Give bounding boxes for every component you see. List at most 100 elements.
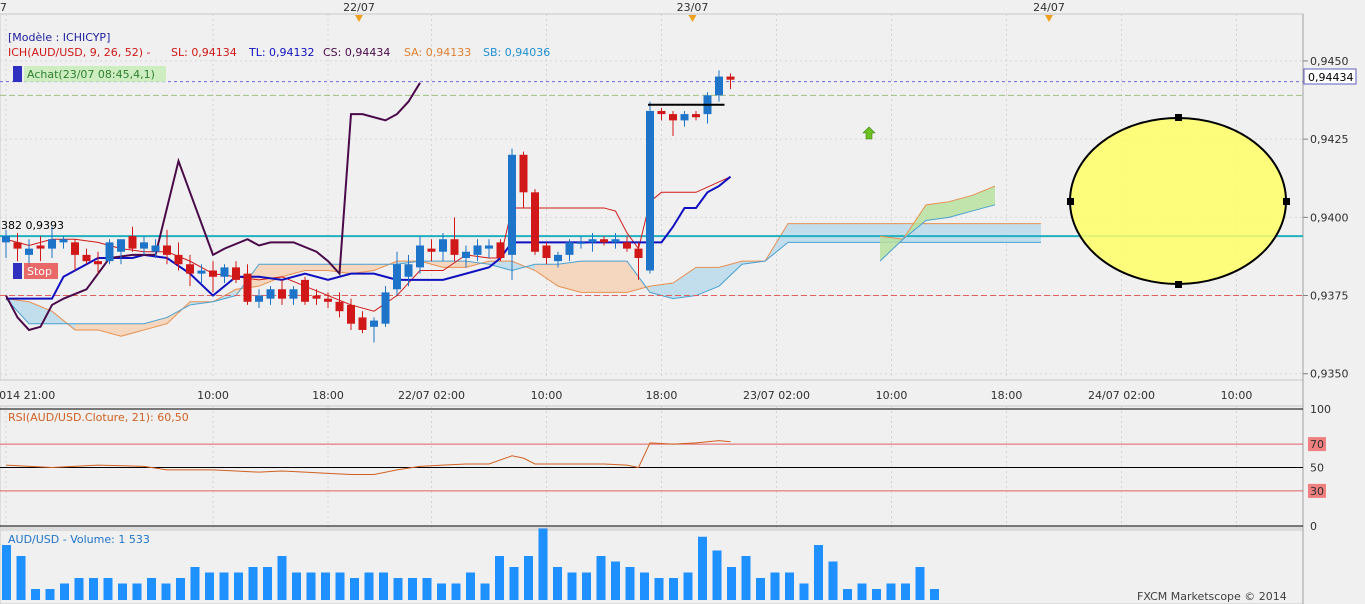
volume-bar[interactable] [625,567,635,600]
candle-body[interactable] [71,242,79,255]
volume-bar[interactable] [74,578,84,600]
volume-bar[interactable] [219,572,229,601]
volume-bar[interactable] [785,572,794,601]
volume-bar[interactable] [930,589,939,600]
volume-bar[interactable] [538,528,548,601]
volume-bar[interactable] [190,567,200,600]
candle-body[interactable] [669,114,677,121]
volume-bar[interactable] [640,572,649,601]
volume-bar[interactable] [60,583,69,601]
volume-bar[interactable] [205,572,214,601]
volume-bar[interactable] [161,583,171,601]
candle-body[interactable] [404,264,413,277]
volume-bar[interactable] [698,536,707,600]
candle-body[interactable] [335,301,344,312]
volume-bar[interactable] [103,578,113,600]
candle-body[interactable] [611,239,620,243]
candle-body[interactable] [94,261,102,265]
volume-bar[interactable] [669,578,678,600]
candle-body[interactable] [59,239,68,243]
candle-body[interactable] [128,236,137,249]
volume-bar[interactable] [292,572,301,601]
candle-body[interactable] [186,264,194,274]
candle-body[interactable] [140,242,148,249]
candle-body[interactable] [554,254,562,262]
candle-body[interactable] [726,76,735,80]
volume-bar[interactable] [321,572,330,601]
volume-bar[interactable] [451,583,461,601]
candle-body[interactable] [416,245,424,268]
candle-body[interactable] [600,239,608,243]
volume-bar[interactable] [843,589,852,600]
ellipse-handle-right[interactable] [1283,198,1290,205]
volume-bar[interactable] [176,578,185,600]
volume-bar[interactable] [147,578,156,600]
volume-bar[interactable] [770,572,780,601]
date-marker-icon[interactable] [1045,15,1053,22]
candle-body[interactable] [381,292,390,324]
volume-bar[interactable] [495,556,504,600]
volume-bar[interactable] [886,583,896,601]
candle-body[interactable] [358,317,367,330]
candle-body[interactable] [105,242,114,262]
candle-body[interactable] [255,295,263,302]
volume-bar[interactable] [509,567,519,600]
candle-body[interactable] [174,254,183,265]
candle-body[interactable] [473,245,482,255]
candle-body[interactable] [48,239,56,249]
candle-body[interactable] [36,245,45,249]
candle-body[interactable] [289,289,298,299]
candle-body[interactable] [220,267,229,277]
volume-bar[interactable] [350,578,359,600]
ellipse-handle-left[interactable] [1067,198,1074,205]
volume-bar[interactable] [567,572,577,601]
volume-bar[interactable] [654,578,664,600]
candle-body[interactable] [393,264,401,290]
candle-body[interactable] [657,110,666,115]
candle-body[interactable] [439,239,447,252]
ellipse-handle-bottom[interactable] [1175,281,1182,288]
volume-bar[interactable] [611,561,620,601]
candle-body[interactable] [347,304,355,324]
candle-body[interactable] [462,251,470,258]
candle-body[interactable] [577,242,585,244]
candle-body[interactable] [243,273,252,302]
candle-body[interactable] [163,245,171,255]
volume-bar[interactable] [2,545,11,600]
volume-bar[interactable] [727,567,736,600]
candle-body[interactable] [25,248,33,255]
highlight-annotation[interactable] [1067,114,1290,288]
volume-bar[interactable] [872,589,881,600]
candle-body[interactable] [508,154,516,255]
candle-body[interactable] [715,76,723,96]
candle-body[interactable] [646,110,654,271]
volume-bar[interactable] [915,567,925,600]
volume-bar[interactable] [814,545,823,600]
volume-bar[interactable] [480,583,490,601]
volume-bar[interactable] [118,583,127,601]
candle-body[interactable] [13,242,22,249]
candle-body[interactable] [531,192,539,252]
candle-body[interactable] [197,270,206,274]
volume-bar[interactable] [393,578,403,600]
volume-bar[interactable] [466,572,475,601]
candle-body[interactable] [519,154,528,193]
volume-bar[interactable] [901,583,910,601]
volume-bar[interactable] [89,578,98,600]
stop-order-tag[interactable]: Stop [13,263,58,279]
candle-body[interactable] [542,245,551,258]
candle-body[interactable] [312,295,321,299]
volume-bar[interactable] [756,578,765,600]
volume-bar[interactable] [16,556,26,600]
candle-body[interactable] [278,289,286,299]
candle-body[interactable] [117,239,125,252]
volume-bar[interactable] [277,556,287,600]
volume-bar[interactable] [379,572,388,601]
candle-body[interactable] [680,114,689,121]
volume-bar[interactable] [306,572,316,601]
stop-order-handle[interactable] [13,263,22,279]
date-marker-icon[interactable] [355,15,363,22]
candle-body[interactable] [151,245,160,252]
volume-bar[interactable] [132,583,142,601]
